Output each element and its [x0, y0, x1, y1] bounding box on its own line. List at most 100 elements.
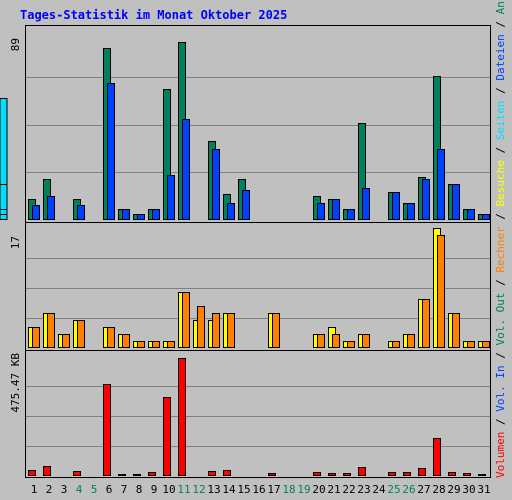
bar-hits-dateien-day-10 — [167, 175, 175, 220]
bar-volume-volumen-day-26 — [403, 472, 411, 476]
legend-part-10: Seiten — [494, 100, 507, 140]
bar-volume-volumen-day-1 — [28, 470, 36, 476]
bar-hits-dateien-day-6 — [107, 83, 115, 220]
bar-hits-dateien-day-9 — [152, 209, 160, 220]
bar-hits-dateien-day-8 — [137, 214, 145, 220]
day-label-4: 4 — [76, 483, 83, 496]
bar-volume-volumen-day-11 — [178, 358, 186, 476]
legend-part-7: / — [494, 206, 507, 226]
bar-visits-rechner-day-17 — [272, 313, 280, 348]
bar-hits-dateien-day-21 — [332, 199, 340, 220]
day-label-14: 14 — [222, 483, 236, 496]
visits-max-label: 17 — [9, 236, 22, 249]
bar-visits-rechner-day-9 — [152, 341, 160, 348]
volume-max-label: 475.47 KB — [9, 353, 22, 413]
bar-hits-dateien-day-23 — [362, 188, 370, 220]
bar-hits-dateien-day-26 — [407, 203, 415, 220]
bar-hits-dateien-day-2 — [47, 196, 55, 220]
bar-volume-volumen-day-6 — [103, 384, 111, 476]
bar-volume-volumen-day-4 — [73, 471, 81, 476]
bar-hits-dateien-day-29 — [452, 184, 460, 220]
day-labels: 1 2 3 4 5 6 7 8 9 10 11 12 13 14 15 16 17 18 19 20 21 22 23 24 2… — [31, 483, 491, 496]
bar-volume-volumen-day-25 — [388, 472, 396, 476]
bar-visits-rechner-day-2 — [47, 313, 55, 348]
day-label-30: 30 — [462, 483, 475, 496]
bar-hits-dateien-day-20 — [317, 203, 325, 220]
bar-volume-volumen-day-7 — [118, 474, 126, 476]
day-label-23: 23 — [357, 483, 370, 496]
day-label-22: 22 — [342, 483, 355, 496]
chart-title: Tages-Statistik im Monat Oktober 2025 — [20, 8, 287, 22]
legend-right: Volumen / Vol. In / Vol. Out / Rechner /… — [494, 0, 507, 478]
bar-hits-dateien-day-31 — [482, 214, 490, 220]
bar-volume-volumen-day-17 — [268, 473, 276, 476]
day-label-31: 31 — [477, 483, 490, 496]
bar-volume-volumen-day-27 — [418, 468, 426, 476]
bar-visits-rechner-day-22 — [347, 341, 355, 348]
day-label-18: 18 — [282, 483, 295, 496]
legend-part-0: Volumen — [494, 432, 507, 478]
legend-part-12: Dateien — [494, 34, 507, 80]
day-label-15: 15 — [237, 483, 250, 496]
day-label-6: 6 — [106, 483, 113, 496]
bar-volume-volumen-day-22 — [343, 473, 351, 476]
day-label-20: 20 — [312, 483, 325, 496]
bar-visits-rechner-day-29 — [452, 313, 460, 348]
bar-volume-volumen-day-29 — [448, 472, 456, 476]
bar-visits-rechner-day-25 — [392, 341, 400, 348]
bar-visits-rechner-day-20 — [317, 334, 325, 348]
bar-hits-dateien-day-22 — [347, 209, 355, 220]
bar-visits-rechner-day-3 — [62, 334, 70, 348]
bar-volume-volumen-day-20 — [313, 472, 321, 476]
bar-volume-volumen-day-14 — [223, 470, 231, 476]
day-label-26: 26 — [402, 483, 415, 496]
day-label-7: 7 — [121, 483, 128, 496]
legend-part-13: / — [494, 14, 507, 34]
legend-part-2: Vol. In — [494, 365, 507, 411]
bar-volume-volumen-day-2 — [43, 466, 51, 476]
day-label-21: 21 — [327, 483, 340, 496]
day-label-9: 9 — [151, 483, 158, 496]
legend-part-11: / — [494, 81, 507, 101]
bar-visits-rechner-day-31 — [482, 341, 490, 348]
day-label-27: 27 — [417, 483, 430, 496]
day-label-11: 11 — [177, 483, 190, 496]
bar-hits-dateien-day-25 — [392, 192, 400, 220]
hits-max-label: 89 — [9, 38, 22, 51]
bar-visits-rechner-day-7 — [122, 334, 130, 348]
bar-volume-volumen-day-21 — [328, 473, 336, 476]
bar-hits-dateien-day-30 — [467, 209, 475, 220]
bar-visits-rechner-day-13 — [212, 313, 220, 348]
legend-part-9: / — [494, 140, 507, 160]
bar-volume-volumen-day-31 — [478, 474, 486, 476]
day-label-2: 2 — [46, 483, 53, 496]
bar-hits-dateien-day-28 — [437, 149, 445, 220]
day-label-8: 8 — [136, 483, 143, 496]
day-label-3: 3 — [61, 483, 68, 496]
bar-visits-rechner-day-11 — [182, 292, 190, 348]
bar-hits-dateien-day-7 — [122, 209, 130, 220]
day-label-29: 29 — [447, 483, 460, 496]
bar-hits-seiten-day-31 — [0, 214, 8, 220]
legend-part-6: Rechner — [494, 226, 507, 273]
bar-hits-dateien-day-13 — [212, 149, 220, 220]
bar-hits-dateien-day-27 — [422, 179, 430, 220]
legend-part-3: / — [494, 346, 507, 366]
legend-part-1: / — [494, 412, 507, 432]
bar-volume-volumen-day-28 — [433, 438, 441, 476]
bar-volume-volumen-day-9 — [148, 472, 156, 476]
bar-visits-rechner-day-1 — [32, 327, 40, 348]
bar-visits-rechner-day-10 — [167, 341, 175, 348]
legend-part-5: / — [494, 273, 507, 293]
bar-visits-rechner-day-28 — [437, 235, 445, 348]
day-label-19: 19 — [297, 483, 310, 496]
day-label-1: 1 — [31, 483, 38, 496]
bar-visits-rechner-day-27 — [422, 299, 430, 348]
day-label-10: 10 — [162, 483, 175, 496]
bar-hits-dateien-day-14 — [227, 203, 235, 220]
bar-visits-rechner-day-14 — [227, 313, 235, 348]
chart-panels — [25, 25, 491, 478]
chart-bars — [0, 42, 490, 476]
bar-hits-dateien-day-11 — [182, 119, 190, 220]
